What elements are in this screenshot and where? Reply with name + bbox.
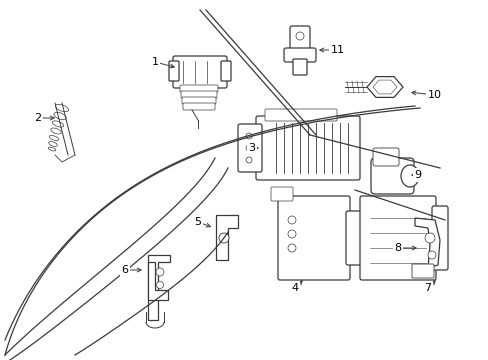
FancyBboxPatch shape — [411, 264, 433, 278]
Text: 6: 6 — [121, 265, 128, 275]
Polygon shape — [216, 215, 238, 260]
Circle shape — [287, 216, 295, 224]
Ellipse shape — [51, 128, 61, 134]
Circle shape — [287, 244, 295, 252]
Circle shape — [295, 32, 304, 40]
FancyBboxPatch shape — [289, 26, 309, 60]
FancyBboxPatch shape — [372, 148, 398, 166]
Polygon shape — [414, 218, 439, 268]
Circle shape — [287, 230, 295, 238]
Polygon shape — [148, 255, 170, 320]
FancyBboxPatch shape — [264, 109, 336, 121]
FancyBboxPatch shape — [278, 196, 349, 280]
FancyBboxPatch shape — [180, 85, 218, 92]
FancyBboxPatch shape — [169, 61, 179, 81]
Circle shape — [245, 157, 251, 163]
Text: 1: 1 — [151, 57, 158, 67]
FancyBboxPatch shape — [182, 97, 216, 104]
FancyBboxPatch shape — [256, 116, 359, 180]
FancyBboxPatch shape — [173, 56, 226, 88]
Text: 10: 10 — [427, 90, 441, 100]
Text: 9: 9 — [414, 170, 421, 180]
Circle shape — [245, 133, 251, 139]
Ellipse shape — [54, 112, 66, 120]
Circle shape — [245, 145, 251, 151]
Text: 2: 2 — [34, 113, 41, 123]
Text: 5: 5 — [194, 217, 201, 227]
FancyBboxPatch shape — [431, 206, 447, 270]
Ellipse shape — [400, 165, 418, 187]
Polygon shape — [372, 80, 396, 94]
FancyBboxPatch shape — [221, 61, 230, 81]
FancyBboxPatch shape — [292, 59, 306, 75]
Polygon shape — [366, 77, 402, 98]
Circle shape — [156, 282, 163, 288]
Ellipse shape — [55, 104, 68, 112]
Ellipse shape — [49, 135, 59, 140]
Circle shape — [424, 233, 434, 243]
FancyBboxPatch shape — [284, 48, 315, 62]
Circle shape — [219, 233, 228, 243]
Ellipse shape — [48, 147, 56, 151]
FancyBboxPatch shape — [183, 103, 215, 110]
Ellipse shape — [52, 121, 63, 127]
FancyBboxPatch shape — [270, 187, 292, 201]
Ellipse shape — [49, 141, 57, 147]
FancyBboxPatch shape — [181, 91, 217, 98]
Circle shape — [156, 268, 163, 276]
Circle shape — [427, 251, 435, 259]
FancyBboxPatch shape — [370, 158, 413, 194]
FancyBboxPatch shape — [346, 211, 361, 265]
Text: 4: 4 — [291, 283, 298, 293]
FancyBboxPatch shape — [238, 124, 262, 172]
FancyBboxPatch shape — [359, 196, 435, 280]
Text: 11: 11 — [330, 45, 345, 55]
Text: 3: 3 — [248, 143, 255, 153]
Polygon shape — [148, 262, 168, 300]
Text: 7: 7 — [424, 283, 431, 293]
Text: 8: 8 — [394, 243, 401, 253]
